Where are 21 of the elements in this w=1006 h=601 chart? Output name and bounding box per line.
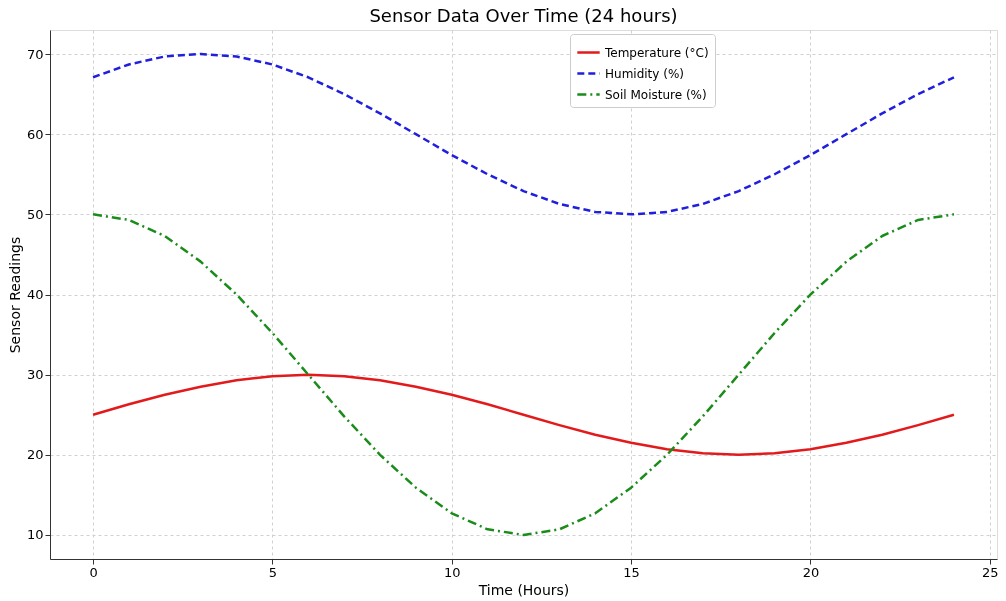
x-tick-label: 20 bbox=[802, 564, 820, 580]
legend-label: Humidity (%) bbox=[605, 66, 684, 81]
x-tick-label: 10 bbox=[443, 564, 461, 580]
x-tick-label: 15 bbox=[623, 564, 640, 580]
y-tick-label: 60 bbox=[26, 126, 44, 142]
y-tick-label: 70 bbox=[26, 46, 44, 62]
chart-title: Sensor Data Over Time (24 hours) bbox=[369, 5, 678, 26]
x-tick-label: 25 bbox=[982, 564, 999, 580]
y-tick-label: 50 bbox=[26, 206, 44, 222]
x-tick-label: 0 bbox=[89, 564, 98, 580]
legend-label: Temperature (°C) bbox=[604, 45, 709, 60]
y-axis-title: Sensor Readings bbox=[6, 236, 23, 354]
x-axis-title: Time (Hours) bbox=[477, 581, 570, 598]
x-tick-label: 5 bbox=[268, 564, 278, 580]
y-tick-label: 40 bbox=[26, 287, 44, 302]
y-tick-label: 10 bbox=[26, 527, 44, 543]
line-series bbox=[91, 213, 956, 537]
y-tick-label: 30 bbox=[26, 367, 44, 383]
y-tick-label: 20 bbox=[26, 447, 44, 463]
line-series bbox=[91, 373, 956, 457]
legend-label: Soil Moisture (%) bbox=[605, 87, 707, 102]
